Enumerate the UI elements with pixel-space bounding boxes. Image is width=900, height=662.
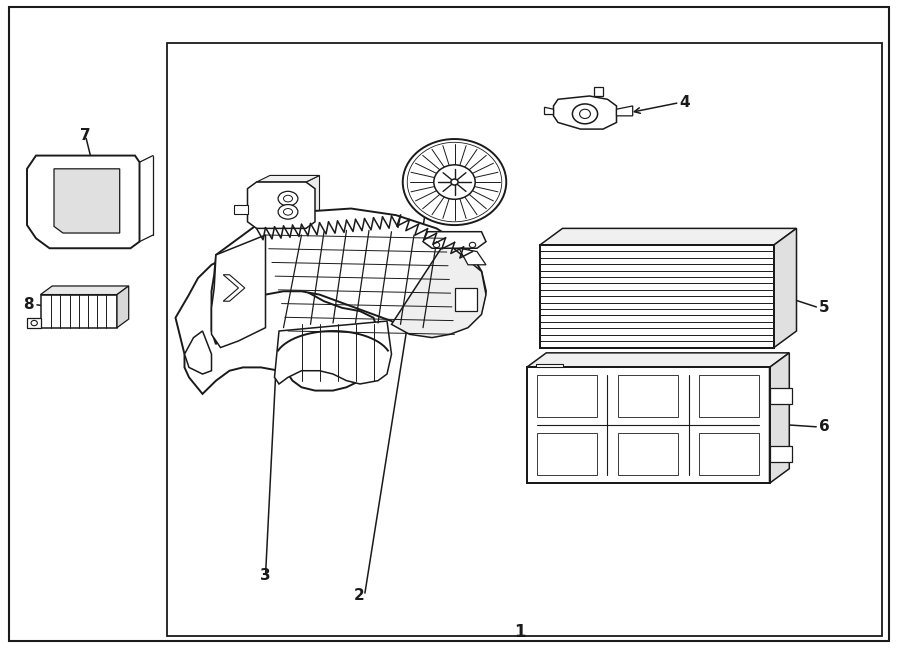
Ellipse shape (408, 142, 502, 222)
Polygon shape (616, 106, 633, 116)
Text: 5: 5 (819, 301, 830, 315)
Text: 8: 8 (23, 297, 34, 312)
Polygon shape (770, 353, 789, 483)
Ellipse shape (284, 195, 292, 202)
Polygon shape (423, 232, 486, 248)
Polygon shape (540, 228, 796, 245)
Ellipse shape (278, 191, 298, 206)
Polygon shape (540, 245, 774, 348)
Text: 2: 2 (354, 589, 364, 603)
Polygon shape (212, 209, 486, 344)
Polygon shape (184, 331, 212, 374)
Polygon shape (223, 275, 245, 301)
Text: 4: 4 (680, 95, 690, 110)
Text: 6: 6 (819, 420, 830, 434)
Polygon shape (454, 288, 477, 311)
Polygon shape (554, 96, 616, 129)
Polygon shape (544, 107, 554, 115)
Ellipse shape (434, 242, 440, 248)
Polygon shape (459, 248, 486, 265)
Ellipse shape (278, 205, 298, 219)
Ellipse shape (434, 165, 475, 199)
Polygon shape (526, 367, 770, 483)
Bar (166, 43, 882, 636)
Polygon shape (234, 205, 248, 214)
Ellipse shape (470, 242, 476, 248)
Polygon shape (40, 286, 129, 295)
Text: 7: 7 (80, 128, 91, 143)
Polygon shape (392, 242, 486, 338)
Polygon shape (274, 321, 392, 384)
Ellipse shape (403, 139, 507, 225)
Bar (699, 434, 759, 475)
Bar (618, 375, 678, 418)
Polygon shape (212, 235, 266, 348)
Ellipse shape (580, 109, 590, 118)
Bar (618, 434, 678, 475)
Polygon shape (256, 175, 320, 182)
Text: 1: 1 (515, 623, 526, 641)
Polygon shape (117, 286, 129, 328)
Text: 3: 3 (260, 569, 271, 583)
Ellipse shape (284, 209, 292, 215)
Bar (699, 375, 759, 418)
Polygon shape (176, 255, 378, 394)
Polygon shape (774, 228, 796, 348)
Bar (537, 375, 597, 418)
Ellipse shape (572, 104, 598, 124)
Polygon shape (27, 318, 40, 328)
Polygon shape (27, 156, 140, 248)
Ellipse shape (32, 320, 38, 326)
Polygon shape (536, 364, 562, 367)
Polygon shape (770, 446, 792, 462)
Polygon shape (248, 182, 315, 228)
Bar (537, 434, 597, 475)
Polygon shape (594, 87, 603, 96)
Polygon shape (306, 175, 319, 228)
Polygon shape (40, 295, 117, 328)
Polygon shape (526, 353, 789, 367)
Ellipse shape (451, 179, 458, 185)
Polygon shape (54, 169, 120, 233)
Polygon shape (770, 389, 792, 404)
